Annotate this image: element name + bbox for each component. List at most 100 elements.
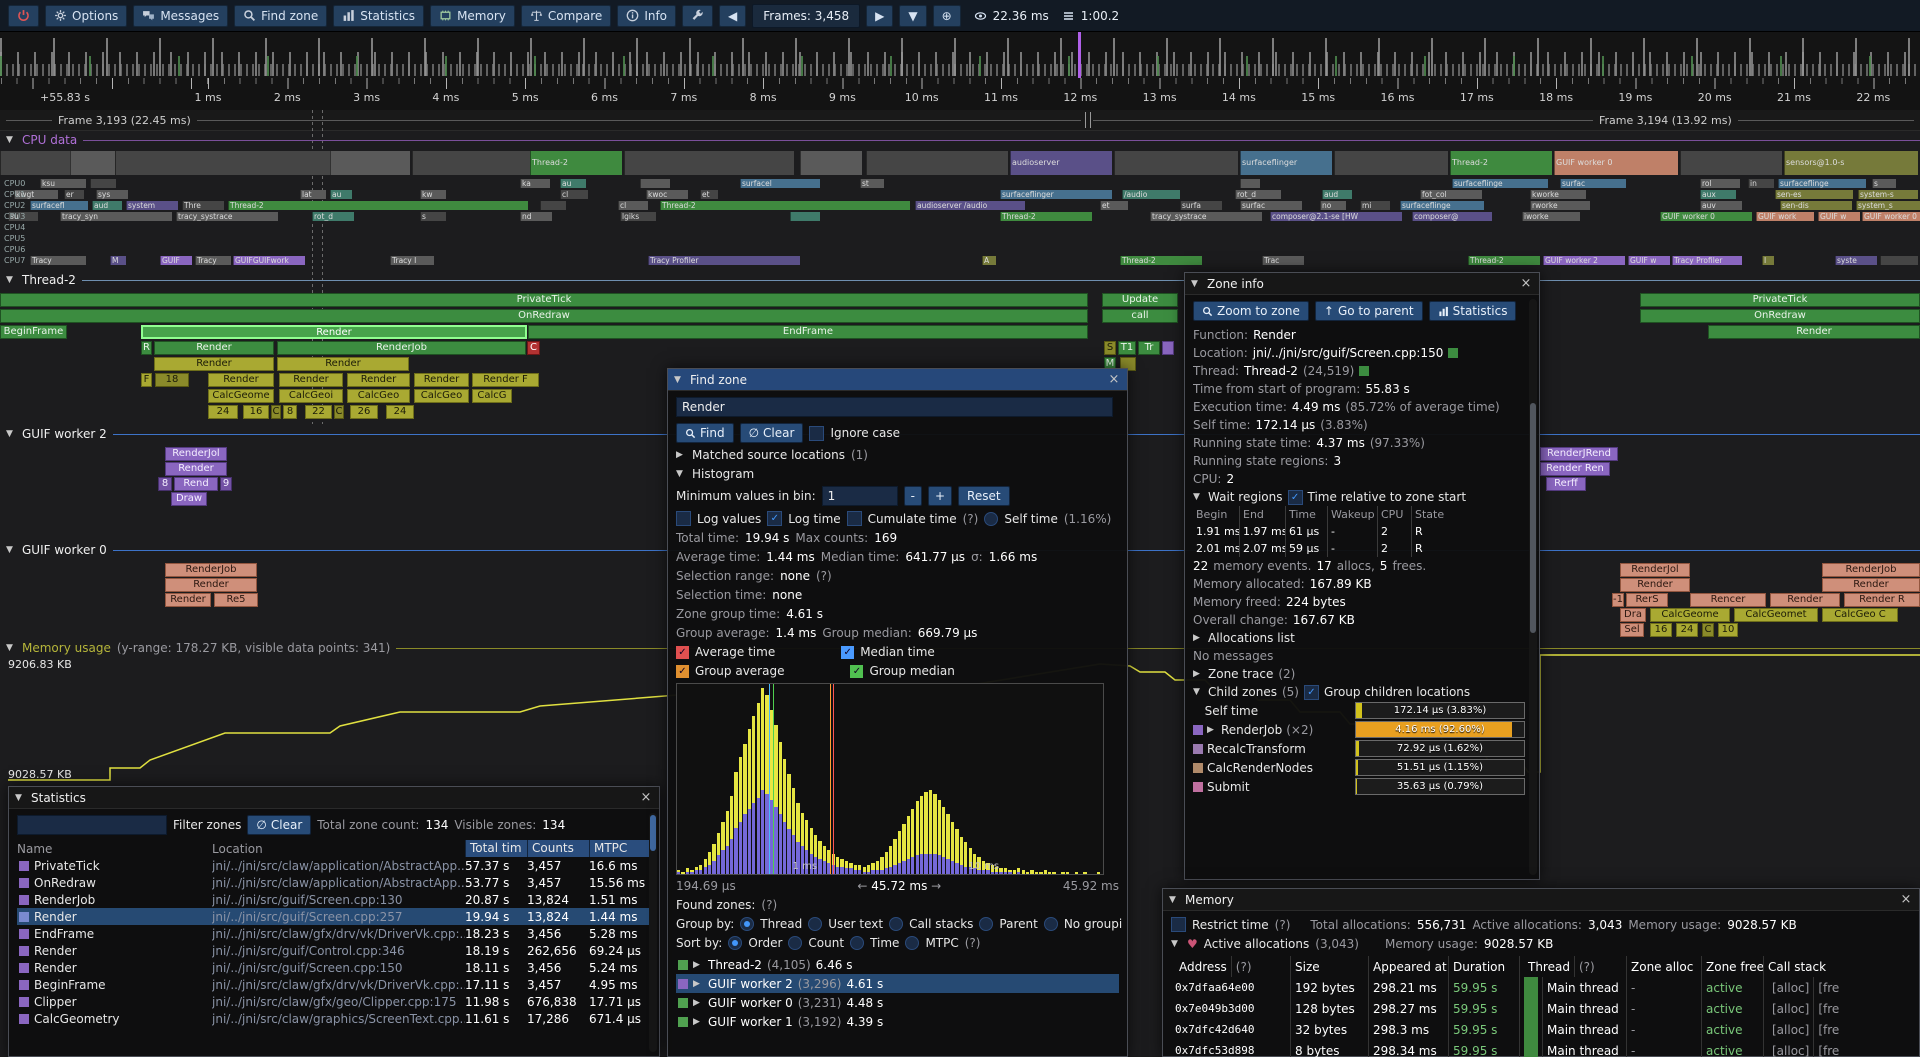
histogram-plot[interactable]: 1 ms 10 ms bbox=[676, 683, 1104, 875]
cpu-zone[interactable]: Thread-2 bbox=[1468, 256, 1540, 265]
matched-source-locations[interactable]: ▶ Matched source locations (1) bbox=[676, 448, 868, 462]
cpu-zone[interactable]: lgiks bbox=[620, 212, 656, 221]
cpu-usage-zone[interactable]: sensors@1.0-s bbox=[1784, 151, 1918, 175]
toolbar-button-messages[interactable]: Messages bbox=[133, 4, 229, 27]
cpu-zone[interactable]: sen-dis bbox=[1780, 201, 1852, 210]
cpu-zone[interactable] bbox=[640, 179, 670, 188]
cpu-usage-zone[interactable] bbox=[1334, 151, 1448, 175]
wait-region-row[interactable]: 1.91 ms 1.97 ms 61 μs -2 R bbox=[1193, 523, 1525, 540]
cpu-zone[interactable]: GUIF w bbox=[1628, 256, 1670, 265]
group-average-checkbox[interactable] bbox=[676, 664, 689, 678]
timeline-zone[interactable]: Render bbox=[1770, 593, 1840, 607]
cpu-zone[interactable]: tracy_systrace bbox=[176, 212, 278, 221]
column-header-mtpc[interactable]: MTPC bbox=[589, 840, 651, 857]
timeline-zone[interactable]: Render F bbox=[472, 373, 539, 387]
cpu-usage-zone[interactable] bbox=[800, 151, 862, 175]
timeline-zone[interactable]: CalcGeoi bbox=[279, 389, 343, 403]
toolbar-button-compare[interactable]: Compare bbox=[520, 4, 612, 27]
radio-order[interactable] bbox=[728, 936, 743, 950]
column-header-thread[interactable]: Thread bbox=[1528, 959, 1570, 974]
scrollbar-thumb[interactable] bbox=[650, 815, 656, 851]
statistics-titlebar[interactable]: ▼ Statistics × bbox=[9, 787, 659, 809]
column-header-name[interactable]: Name bbox=[17, 841, 53, 856]
cpu-zone[interactable]: surfaceflinge bbox=[1400, 201, 1484, 210]
memory-allocation-row[interactable]: 0x7dfc42d640 32 bytes 298.3 ms 59.95 s Main … bbox=[1171, 1019, 1911, 1040]
timeline-zone[interactable]: 9 bbox=[220, 477, 232, 491]
cpu-zone[interactable]: Thread-2 bbox=[660, 201, 910, 210]
radio-mtpc[interactable] bbox=[905, 936, 920, 950]
cpu-zone[interactable]: A bbox=[982, 256, 996, 265]
timeline-zone[interactable]: RenderJRend bbox=[1540, 447, 1618, 461]
clear-filter-button[interactable]: ∅ Clear bbox=[247, 815, 312, 835]
timeline-zone[interactable]: 24 bbox=[1676, 623, 1698, 637]
cpu-zone[interactable]: st bbox=[860, 179, 884, 188]
cpu-zone[interactable]: kw bbox=[420, 190, 446, 199]
cpu-zone[interactable]: aud bbox=[1322, 190, 1352, 199]
collapse-icon[interactable]: ▼ bbox=[6, 545, 13, 555]
timeline-zone[interactable]: Render bbox=[347, 373, 410, 387]
toolbar-button-find-zone[interactable]: Find zone bbox=[234, 4, 328, 27]
log-time-checkbox[interactable] bbox=[767, 511, 783, 526]
cpu-usage-zone[interactable] bbox=[1114, 151, 1238, 175]
expand-icon[interactable]: ▶ bbox=[676, 450, 683, 460]
cpu-zone[interactable]: aux bbox=[1700, 190, 1736, 199]
cpu-zone[interactable] bbox=[540, 201, 566, 210]
collapse-icon[interactable]: ▼ bbox=[674, 374, 681, 385]
frame-region[interactable]: Frame 3,194 (13.92 ms) bbox=[1087, 110, 1920, 130]
cpu-zone[interactable]: tracy_systrace bbox=[1150, 212, 1262, 221]
child-zone-row[interactable]: ▶ RenderJob (×2) 4.16 ms (92.60%) bbox=[1193, 720, 1525, 739]
radio-user-text[interactable] bbox=[808, 917, 823, 931]
toolbar-button-statistics[interactable]: Statistics bbox=[333, 4, 425, 27]
cpu-zone[interactable]: Tracy Profiler bbox=[1672, 256, 1742, 265]
cpu-zone[interactable]: kwgt bbox=[14, 190, 58, 199]
cpu-zone[interactable]: GUIF w bbox=[1818, 212, 1860, 221]
expand-icon[interactable]: ▶ bbox=[693, 978, 700, 989]
expand-icon[interactable]: ▶ bbox=[693, 997, 700, 1008]
timeline-zone[interactable]: PrivateTick bbox=[1640, 293, 1920, 307]
cpu-zone[interactable] bbox=[1880, 256, 1918, 265]
stats-row[interactable]: Render jni/../jni/src/guif/Control.cpp:34… bbox=[17, 942, 651, 959]
cpu-zone[interactable]: Tracy I bbox=[390, 256, 434, 265]
cpu-usage-zone[interactable] bbox=[866, 151, 1008, 175]
timeline-zone[interactable]: OnRedraw bbox=[0, 309, 1088, 323]
timeline-zone[interactable]: RenderJob bbox=[277, 341, 526, 355]
scrollbar[interactable] bbox=[649, 813, 657, 1052]
cpu-zone[interactable]: Thre bbox=[182, 201, 224, 210]
collapse-icon[interactable]: ▼ bbox=[676, 469, 683, 479]
timeline-zone[interactable]: 16 bbox=[243, 405, 269, 419]
timeline-zone[interactable]: Sel bbox=[1620, 623, 1644, 637]
timeline-zone[interactable]: call bbox=[1102, 309, 1178, 323]
cpu-zone[interactable]: kwoc bbox=[646, 190, 688, 199]
found-zone-group[interactable]: ▶ Thread-2 (4,105) 6.46 s bbox=[676, 955, 1119, 974]
scrollbar-thumb[interactable] bbox=[1530, 403, 1536, 633]
close-icon[interactable]: × bbox=[640, 790, 652, 805]
call-stack-alloc-link[interactable]: [alloc] bbox=[1772, 980, 1810, 995]
relative-time-checkbox[interactable] bbox=[1287, 489, 1303, 505]
timeline-zone[interactable]: PrivateTick bbox=[0, 293, 1088, 307]
find-zone-titlebar[interactable]: ▼ Find zone × bbox=[668, 369, 1127, 391]
cpu-usage-zone[interactable]: surfaceflinger bbox=[1240, 151, 1332, 175]
clear-button[interactable]: ∅ Clear bbox=[739, 423, 804, 443]
log-values-checkbox[interactable] bbox=[676, 511, 691, 526]
timeline-zone[interactable]: Rend bbox=[174, 477, 218, 491]
timeline-zone[interactable]: CalcGeomet bbox=[1734, 608, 1818, 622]
stats-row[interactable]: OnRedraw jni/../jni/src/claw/application/… bbox=[17, 874, 651, 891]
collapse-icon[interactable]: ▼ bbox=[1193, 687, 1200, 697]
stats-row[interactable]: BeginFrame jni/../jni/src/claw/gfx/drv/vk… bbox=[17, 976, 651, 993]
column-header-duration[interactable]: Duration bbox=[1448, 956, 1519, 977]
column-header-call-stack[interactable]: Call stack bbox=[1763, 956, 1911, 977]
increment-button[interactable]: + bbox=[927, 486, 953, 506]
collapse-icon[interactable]: ▼ bbox=[6, 429, 13, 439]
cpu-zone[interactable]: system_s bbox=[1856, 201, 1920, 210]
column-header-zone-alloc[interactable]: Zone alloc bbox=[1626, 956, 1701, 977]
go-to-parent-button[interactable]: ↑ Go to parent bbox=[1314, 301, 1423, 321]
cpu-zone[interactable]: surfaceflinge bbox=[1778, 179, 1866, 188]
stats-row[interactable]: Clipper jni/../jni/src/claw/gfx/geo/Clipp… bbox=[17, 993, 651, 1010]
ignore-case-checkbox[interactable] bbox=[809, 425, 825, 441]
zone-trace-header[interactable]: ▶ Zone trace (2) bbox=[1193, 665, 1525, 683]
call-stack-free-link[interactable]: [fre bbox=[1813, 998, 1839, 1019]
cpu-data-header[interactable]: ▼ CPU data bbox=[0, 132, 1920, 148]
timeline-zone[interactable]: Render bbox=[279, 373, 343, 387]
cpu-zone[interactable]: Thread-2 bbox=[1120, 256, 1202, 265]
timeline-zone[interactable]: RenderJob bbox=[1822, 563, 1920, 577]
